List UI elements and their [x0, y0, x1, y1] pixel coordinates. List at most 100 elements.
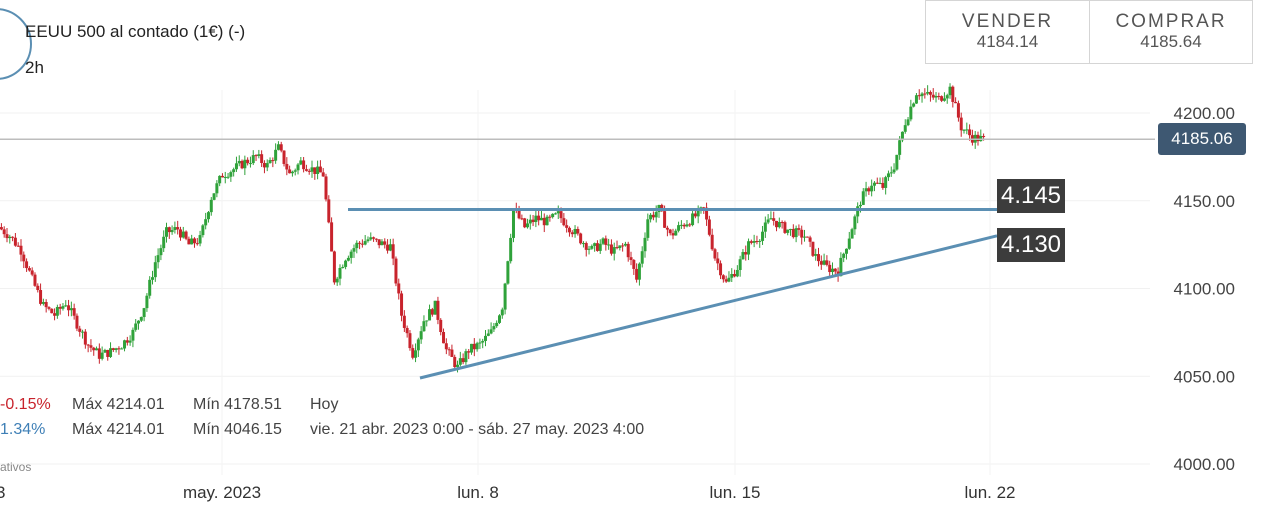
candle-body — [940, 96, 944, 101]
candle-body — [30, 270, 34, 275]
candle-body — [394, 258, 398, 284]
buy-button[interactable]: COMPRAR 4185.64 — [1089, 0, 1253, 64]
candle-body — [243, 159, 247, 169]
candle-body — [419, 331, 423, 340]
candle-body — [142, 308, 146, 318]
candle-body — [612, 247, 616, 254]
support-trendline — [419, 234, 998, 380]
candle-body — [626, 243, 630, 258]
candle-body — [489, 329, 493, 334]
candle-body — [842, 253, 846, 258]
candle-body — [509, 237, 513, 262]
candle-body — [945, 95, 949, 99]
candle-body — [22, 254, 26, 262]
candle-body — [671, 233, 675, 236]
timeframe-label[interactable]: 2h — [25, 58, 44, 77]
candle-body — [61, 306, 65, 309]
candle-body — [777, 222, 781, 228]
candle-body — [299, 160, 303, 165]
candle-body — [422, 321, 426, 332]
candle-body — [570, 232, 574, 235]
candle-body — [44, 302, 48, 308]
candle-body — [97, 348, 101, 359]
candle-body — [814, 254, 818, 256]
candle-body — [749, 241, 753, 243]
candle-body — [898, 140, 902, 155]
candle-body — [668, 229, 672, 234]
candle-body — [817, 254, 821, 262]
candle-body — [139, 317, 143, 321]
candle-body — [458, 358, 462, 365]
candle-body — [433, 300, 437, 315]
candle-body — [352, 248, 356, 252]
candle-body — [187, 238, 191, 245]
candle-body — [800, 229, 804, 238]
candle-body — [553, 213, 557, 215]
candle-body — [965, 129, 969, 131]
candle-body — [461, 358, 465, 363]
candle-body — [601, 238, 605, 244]
candle-body — [895, 154, 899, 170]
candle-body — [833, 268, 837, 272]
candle-body — [206, 212, 210, 220]
candle-body — [41, 302, 45, 304]
candle-body — [920, 93, 924, 97]
candle-body — [811, 241, 815, 256]
candle-body — [442, 331, 446, 344]
candle-body — [892, 169, 896, 173]
buy-label: COMPRAR — [1115, 11, 1227, 32]
candle-body — [204, 219, 208, 226]
candle-body — [719, 263, 723, 276]
candle-body — [131, 329, 135, 341]
candle-body — [682, 224, 686, 227]
candle-body — [321, 172, 325, 177]
candle-body — [332, 251, 336, 283]
candle-body — [766, 219, 770, 223]
x-tick-label: may. 2023 — [183, 483, 261, 502]
candle-body — [81, 331, 85, 333]
candle-body — [492, 326, 496, 330]
stats-min: Mín 4046.15 — [193, 421, 282, 438]
candle-body — [590, 245, 594, 249]
x-tick-label: 3 — [0, 483, 5, 502]
candle-body — [520, 218, 524, 220]
candle-body — [456, 364, 460, 367]
candle-body — [881, 182, 885, 188]
candle-body — [257, 154, 261, 156]
candle-body — [685, 224, 689, 227]
candle-body — [635, 268, 639, 280]
candle-body — [391, 244, 395, 259]
candle-body — [338, 267, 342, 279]
candle-body — [290, 171, 294, 174]
candle-body — [103, 349, 107, 353]
candle-body — [828, 264, 832, 273]
candle-body — [783, 222, 787, 233]
candle-body — [176, 227, 180, 230]
x-axis-ticks: 3 may. 2023 lun. 8 lun. 15 lun. 22 — [0, 483, 1016, 502]
candle-body — [335, 278, 339, 283]
sell-button[interactable]: VENDER 4184.14 — [925, 0, 1090, 64]
candle-body — [366, 239, 370, 242]
candle-body — [178, 229, 182, 238]
candle-body — [534, 215, 538, 223]
candles-layer — [0, 83, 986, 373]
candle-body — [565, 225, 569, 228]
candle-body — [621, 245, 625, 247]
candle-body — [573, 228, 577, 235]
candle-body — [316, 166, 320, 174]
support-level-tag: 4.130 — [997, 228, 1065, 262]
candle-body — [791, 228, 795, 238]
candle-body — [942, 98, 946, 101]
candle-body — [327, 199, 331, 223]
candle-body — [341, 266, 345, 268]
candle-body — [260, 154, 264, 163]
candle-body — [229, 172, 233, 177]
x-tick-label: lun. 8 — [457, 483, 499, 502]
candle-body — [159, 248, 163, 256]
candle-body — [198, 235, 202, 244]
candle-body — [428, 309, 432, 321]
candle-body — [705, 207, 709, 220]
candle-body — [500, 309, 504, 316]
y-tick-label: 4200.00 — [1174, 104, 1235, 123]
